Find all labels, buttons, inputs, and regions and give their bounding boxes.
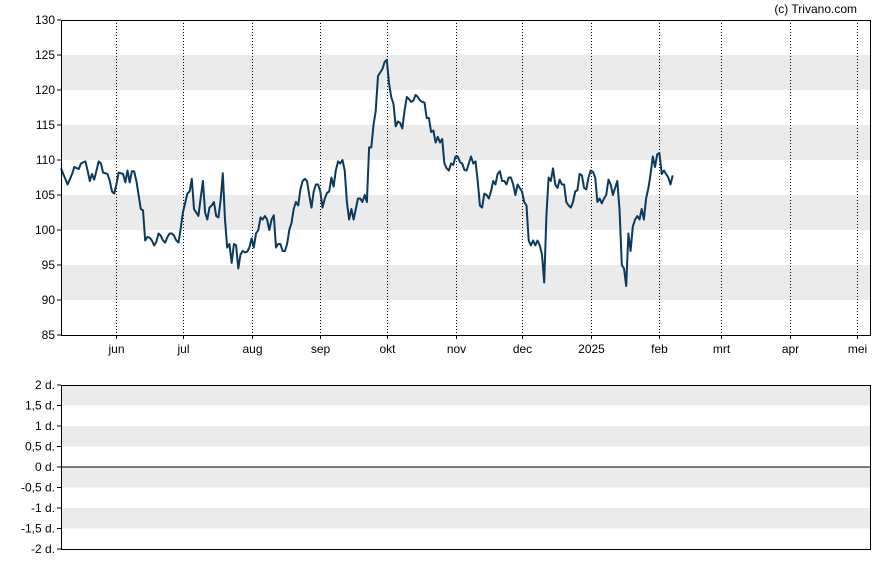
x-tick-label: feb xyxy=(651,342,668,356)
x-tick-label: nov xyxy=(447,342,466,356)
dividend-chart: 2 d. 1,5 d. 1 d. 0,5 d. 0 d. -0,5 d. -1 d. -1,5… xyxy=(21,378,871,556)
dividend-band-1 xyxy=(61,426,870,447)
price-chart-y-axis: 130 125 120 115 110 105 100 95 90 85 xyxy=(35,13,61,342)
credit-label: (c) Trivano.com xyxy=(774,2,857,16)
y-tick-label: 90 xyxy=(42,293,56,307)
price-chart: 130 125 120 115 110 105 100 95 90 85 jun jul aug sep… xyxy=(35,13,871,356)
y-tick-label: 85 xyxy=(42,328,56,342)
y-tick-label: 115 xyxy=(36,118,55,132)
x-tick-label: apr xyxy=(782,342,799,356)
y-tick-label: -0,5 d. xyxy=(21,481,55,495)
x-tick-label: aug xyxy=(242,342,262,356)
dividend-chart-bands xyxy=(61,385,870,529)
x-tick-label: jul xyxy=(176,342,189,356)
y-tick-label: 120 xyxy=(35,83,55,97)
dividend-chart-y-axis: 2 d. 1,5 d. 1 d. 0,5 d. 0 d. -0,5 d. -1 d. -1,5… xyxy=(21,378,61,556)
price-chart-bands xyxy=(61,55,870,300)
price-series-line xyxy=(60,58,674,287)
dividend-band-0 xyxy=(61,385,870,406)
y-tick-label: 0 d. xyxy=(35,460,55,474)
y-tick-label: -1 d. xyxy=(31,501,55,515)
y-tick-label: 130 xyxy=(35,13,55,27)
x-tick-label: mrt xyxy=(713,342,731,356)
y-tick-label: -1,5 d. xyxy=(21,522,55,536)
x-tick-label: okt xyxy=(379,342,396,356)
price-band-0 xyxy=(61,55,870,90)
dividend-band-2 xyxy=(61,467,870,488)
price-chart-x-axis: jun jul aug sep okt nov dec 2025 feb mrt apr mei xyxy=(107,335,867,356)
dividend-band-3 xyxy=(61,508,870,529)
y-tick-label: 1 d. xyxy=(35,419,55,433)
price-band-1 xyxy=(61,125,870,160)
x-tick-label: 2025 xyxy=(578,342,605,356)
y-tick-label: 2 d. xyxy=(35,378,55,392)
x-tick-label: sep xyxy=(311,342,331,356)
y-tick-label: 100 xyxy=(35,223,55,237)
y-tick-label: 105 xyxy=(35,188,55,202)
x-tick-label: jun xyxy=(107,342,124,356)
x-tick-label: mei xyxy=(848,342,867,356)
price-band-3 xyxy=(61,265,870,300)
y-tick-label: 110 xyxy=(36,153,55,167)
price-chart-frame xyxy=(61,20,871,336)
y-tick-label: 125 xyxy=(35,48,55,62)
y-tick-label: 0,5 d. xyxy=(25,440,55,454)
x-tick-label: dec xyxy=(513,342,532,356)
dividend-chart-frame xyxy=(61,385,871,550)
y-tick-label: 95 xyxy=(42,258,56,272)
y-tick-label: -2 d. xyxy=(31,542,55,556)
y-tick-label: 1,5 d. xyxy=(25,399,55,413)
